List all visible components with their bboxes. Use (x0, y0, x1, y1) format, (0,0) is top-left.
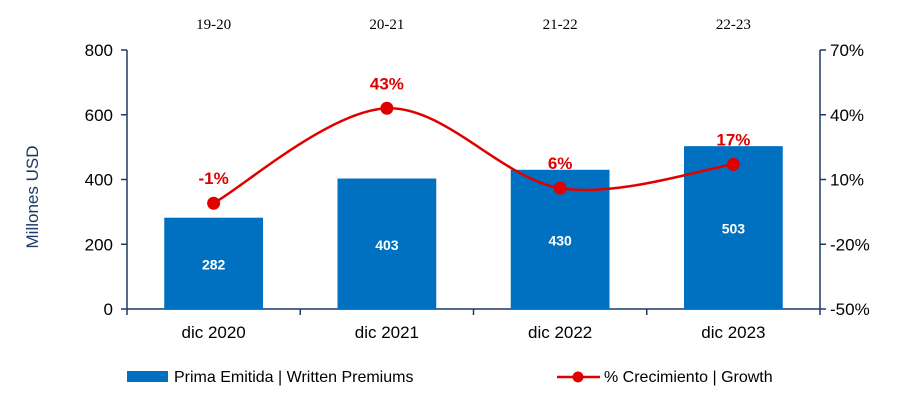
right-tick-label: 10% (830, 171, 864, 190)
right-tick-label: -50% (830, 300, 870, 319)
bar (683, 146, 783, 309)
growth-point (553, 181, 567, 195)
period-labels: 19-20 20-21 21-22 22-23 (196, 17, 751, 33)
legend-line-marker (572, 371, 584, 383)
bar-value-label: 403 (375, 237, 399, 253)
y-axis-title: Millones USD (23, 146, 42, 249)
growth-value-label: 6% (548, 154, 573, 173)
legend-bar-label: Prima Emitida | Written Premiums (174, 369, 413, 386)
left-tick-label: 200 (85, 235, 113, 254)
period-label: 19-20 (196, 17, 231, 33)
right-tick-label: -20% (830, 235, 870, 254)
bar (164, 217, 264, 309)
right-axis: -50% -20% 10% 40% 70% (819, 41, 870, 319)
period-label: 20-21 (369, 17, 404, 33)
growth-point (207, 196, 221, 210)
left-axis: 0 200 400 600 800 (85, 41, 128, 319)
line-series: -1% 43% 6% 17% (199, 74, 750, 210)
growth-value-label: 17% (716, 130, 750, 149)
category-label: dic 2022 (528, 323, 592, 342)
category-label: dic 2021 (355, 323, 419, 342)
growth-value-label: 43% (370, 74, 404, 93)
legend: Prima Emitida | Written Premiums % Crecim… (127, 369, 773, 386)
bar-value-label: 503 (722, 221, 746, 237)
category-label: dic 2023 (701, 323, 765, 342)
left-tick-label: 400 (85, 171, 113, 190)
left-tick-label: 0 (104, 300, 113, 319)
growth-line (213, 107, 734, 205)
legend-line-label: % Crecimiento | Growth (604, 369, 773, 386)
legend-bar-swatch (127, 371, 168, 382)
bar (337, 178, 437, 309)
category-label: dic 2020 (181, 323, 245, 342)
growth-point (726, 157, 740, 171)
growth-value-label: -1% (199, 169, 229, 188)
left-tick-label: 600 (85, 106, 113, 125)
bar-value-label: 430 (548, 232, 572, 248)
right-tick-label: 40% (830, 106, 864, 125)
left-tick-label: 800 (85, 41, 113, 60)
bar-series: 282 403 430 503 (164, 146, 783, 309)
bar-value-label: 282 (202, 256, 226, 272)
period-label: 22-23 (716, 17, 751, 33)
period-label: 21-22 (543, 17, 578, 33)
growth-point (380, 101, 394, 115)
category-labels: dic 2020 dic 2021 dic 2022 dic 2023 (126, 309, 821, 342)
right-tick-label: 70% (830, 41, 864, 60)
